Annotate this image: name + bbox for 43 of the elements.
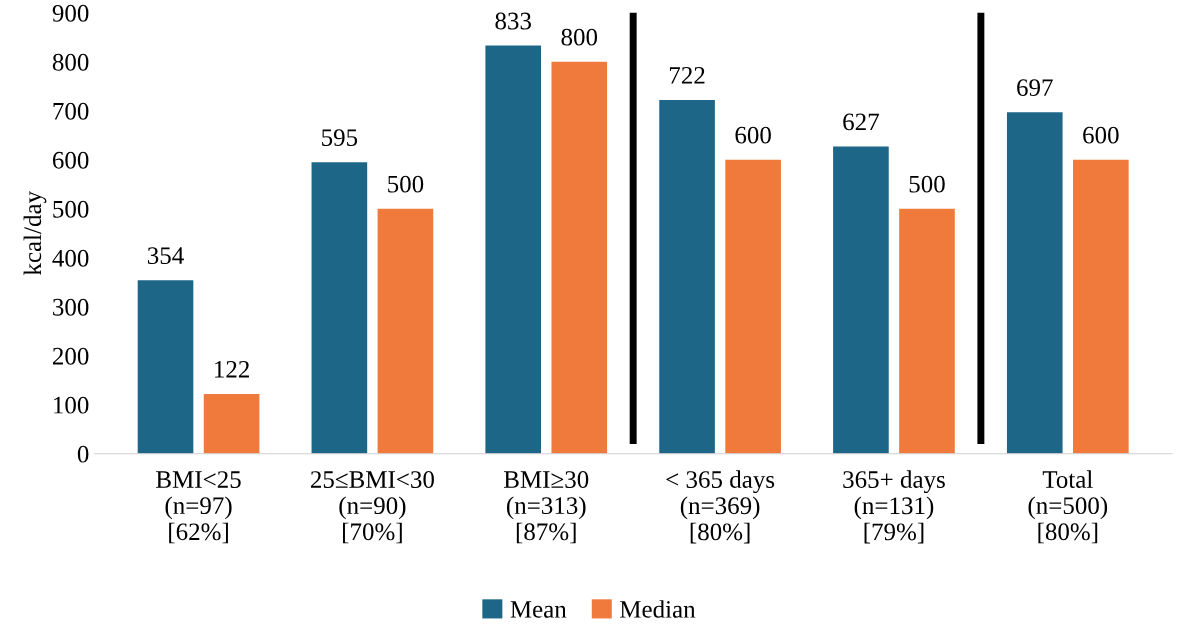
- bar: [725, 159, 781, 454]
- bar: [311, 162, 368, 454]
- data-label: 697: [1017, 79, 1053, 97]
- data-label: 722: [669, 66, 705, 84]
- y-tick-label: 0: [77, 445, 89, 463]
- y-tick-label: 300: [53, 298, 89, 316]
- y-tick-label: 500: [53, 200, 89, 218]
- y-tick-label: 900: [52, 4, 89, 22]
- x-tick-label: 365+ days (n=131) [79%]: [843, 470, 945, 544]
- bar: [377, 208, 434, 454]
- bar: [659, 99, 715, 454]
- x-tick-label: BMI<25 (n=97) [62%]: [156, 471, 241, 544]
- y-axis-title: kcal/day: [23, 190, 47, 276]
- bar: [485, 45, 542, 454]
- data-label: 595: [322, 129, 358, 147]
- bar: [899, 208, 955, 454]
- data-label: 354: [147, 247, 184, 265]
- data-label: 627: [843, 113, 879, 131]
- bar: [551, 61, 608, 454]
- bar: [203, 393, 260, 454]
- y-tick-label: 400: [52, 249, 89, 267]
- bar: [1006, 112, 1063, 454]
- data-label: 500: [909, 175, 945, 193]
- y-tick-label: 100: [54, 396, 89, 414]
- x-tick-label: < 365 days (n=369) [80%]: [666, 470, 775, 544]
- data-label: 800: [561, 28, 598, 46]
- x-tick-label: Total (n=500) [80%]: [1028, 470, 1108, 544]
- data-label: 122: [215, 360, 249, 378]
- legend-label: Median: [620, 600, 696, 618]
- y-tick-label: 600: [52, 151, 89, 169]
- bar: [1073, 159, 1129, 454]
- bar: [833, 146, 889, 454]
- y-tick-label: 700: [53, 102, 89, 120]
- data-label: 600: [735, 126, 771, 144]
- x-tick-label: BMI≥30 (n=313) [87%]: [503, 471, 589, 544]
- y-tick-label: 200: [52, 347, 89, 365]
- legend-label: Mean: [510, 601, 567, 618]
- x-tick-label: 25≤BMI<30 (n=90) [70%]: [310, 471, 434, 544]
- bar: [137, 280, 194, 454]
- data-label: 500: [388, 175, 424, 193]
- y-tick-label: 800: [52, 53, 89, 71]
- data-label: 600: [1083, 126, 1119, 144]
- data-label: 833: [495, 12, 531, 30]
